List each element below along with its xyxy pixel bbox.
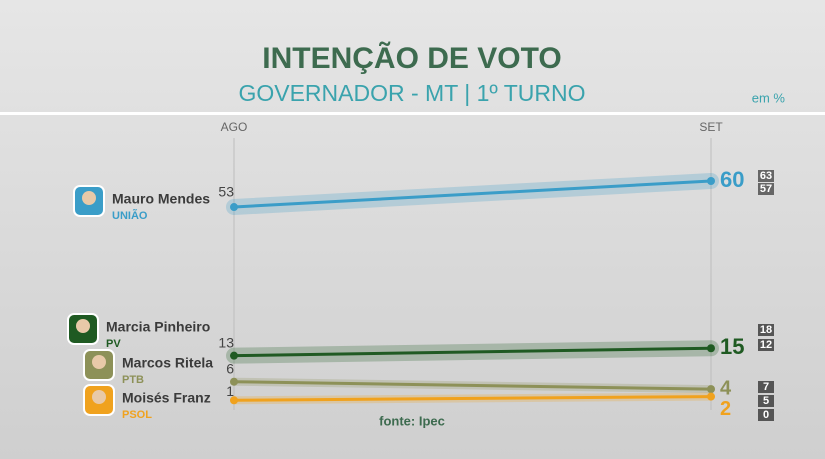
- bound-box: [758, 409, 774, 421]
- photo-face: [92, 390, 106, 404]
- bound-label: 57: [760, 183, 772, 195]
- candidate-name: Moisés Franz: [122, 390, 211, 406]
- bound-label: 0: [763, 409, 769, 421]
- data-point: [230, 396, 238, 405]
- data-point: [230, 351, 238, 360]
- series-line: [233, 346, 712, 358]
- value-label: 1: [226, 383, 234, 399]
- bound-label: 63: [760, 170, 772, 182]
- value-label: 2: [720, 398, 731, 420]
- chart-subtitle: GOVERNADOR - MT | 1º TURNO: [238, 80, 585, 106]
- data-point: [707, 392, 715, 401]
- bound-box: [758, 183, 774, 195]
- candidate-party: PV: [106, 338, 121, 350]
- photo-face: [82, 191, 96, 205]
- x-tick-label: AGO: [221, 120, 248, 134]
- candidate-name: Marcos Ritela: [122, 355, 213, 371]
- series-line: [233, 395, 712, 402]
- candidate-name: Marcia Pinheiro: [106, 319, 210, 335]
- bound-label: 12: [760, 339, 772, 351]
- bound-label: 18: [760, 324, 772, 336]
- data-point: [707, 177, 715, 185]
- value-label: 6: [226, 360, 234, 376]
- data-point: [707, 385, 715, 394]
- x-tick-label: SET: [699, 120, 723, 134]
- bound-box: [758, 324, 774, 336]
- bound-box: [758, 395, 774, 407]
- bound-box: [758, 339, 774, 351]
- candidate-party: UNIÃO: [112, 209, 148, 222]
- photo-face: [76, 319, 90, 333]
- series-line: [233, 179, 712, 209]
- value-label: 4: [720, 377, 732, 399]
- candidate-name: Mauro Mendes: [112, 191, 210, 207]
- bound-box: [758, 170, 774, 182]
- value-label: 60: [720, 167, 744, 192]
- header-rule: [0, 112, 825, 115]
- value-label: 13: [218, 334, 234, 350]
- bound-label: 7: [763, 381, 769, 393]
- value-label: 15: [720, 334, 744, 359]
- data-point: [230, 377, 238, 386]
- bound-box: [758, 381, 774, 393]
- data-point: [230, 203, 238, 212]
- series-line: [233, 380, 712, 391]
- value-label: 53: [218, 184, 234, 200]
- chart-title: INTENÇÃO DE VOTO: [262, 41, 561, 75]
- unit-label: em %: [752, 90, 786, 105]
- data-point: [707, 344, 715, 353]
- candidate-party: PTB: [122, 374, 144, 386]
- bound-label: 5: [763, 395, 769, 407]
- source-label: fonte: Ipec: [379, 413, 445, 428]
- candidate-party: PSOL: [122, 409, 152, 421]
- photo-face: [92, 355, 106, 369]
